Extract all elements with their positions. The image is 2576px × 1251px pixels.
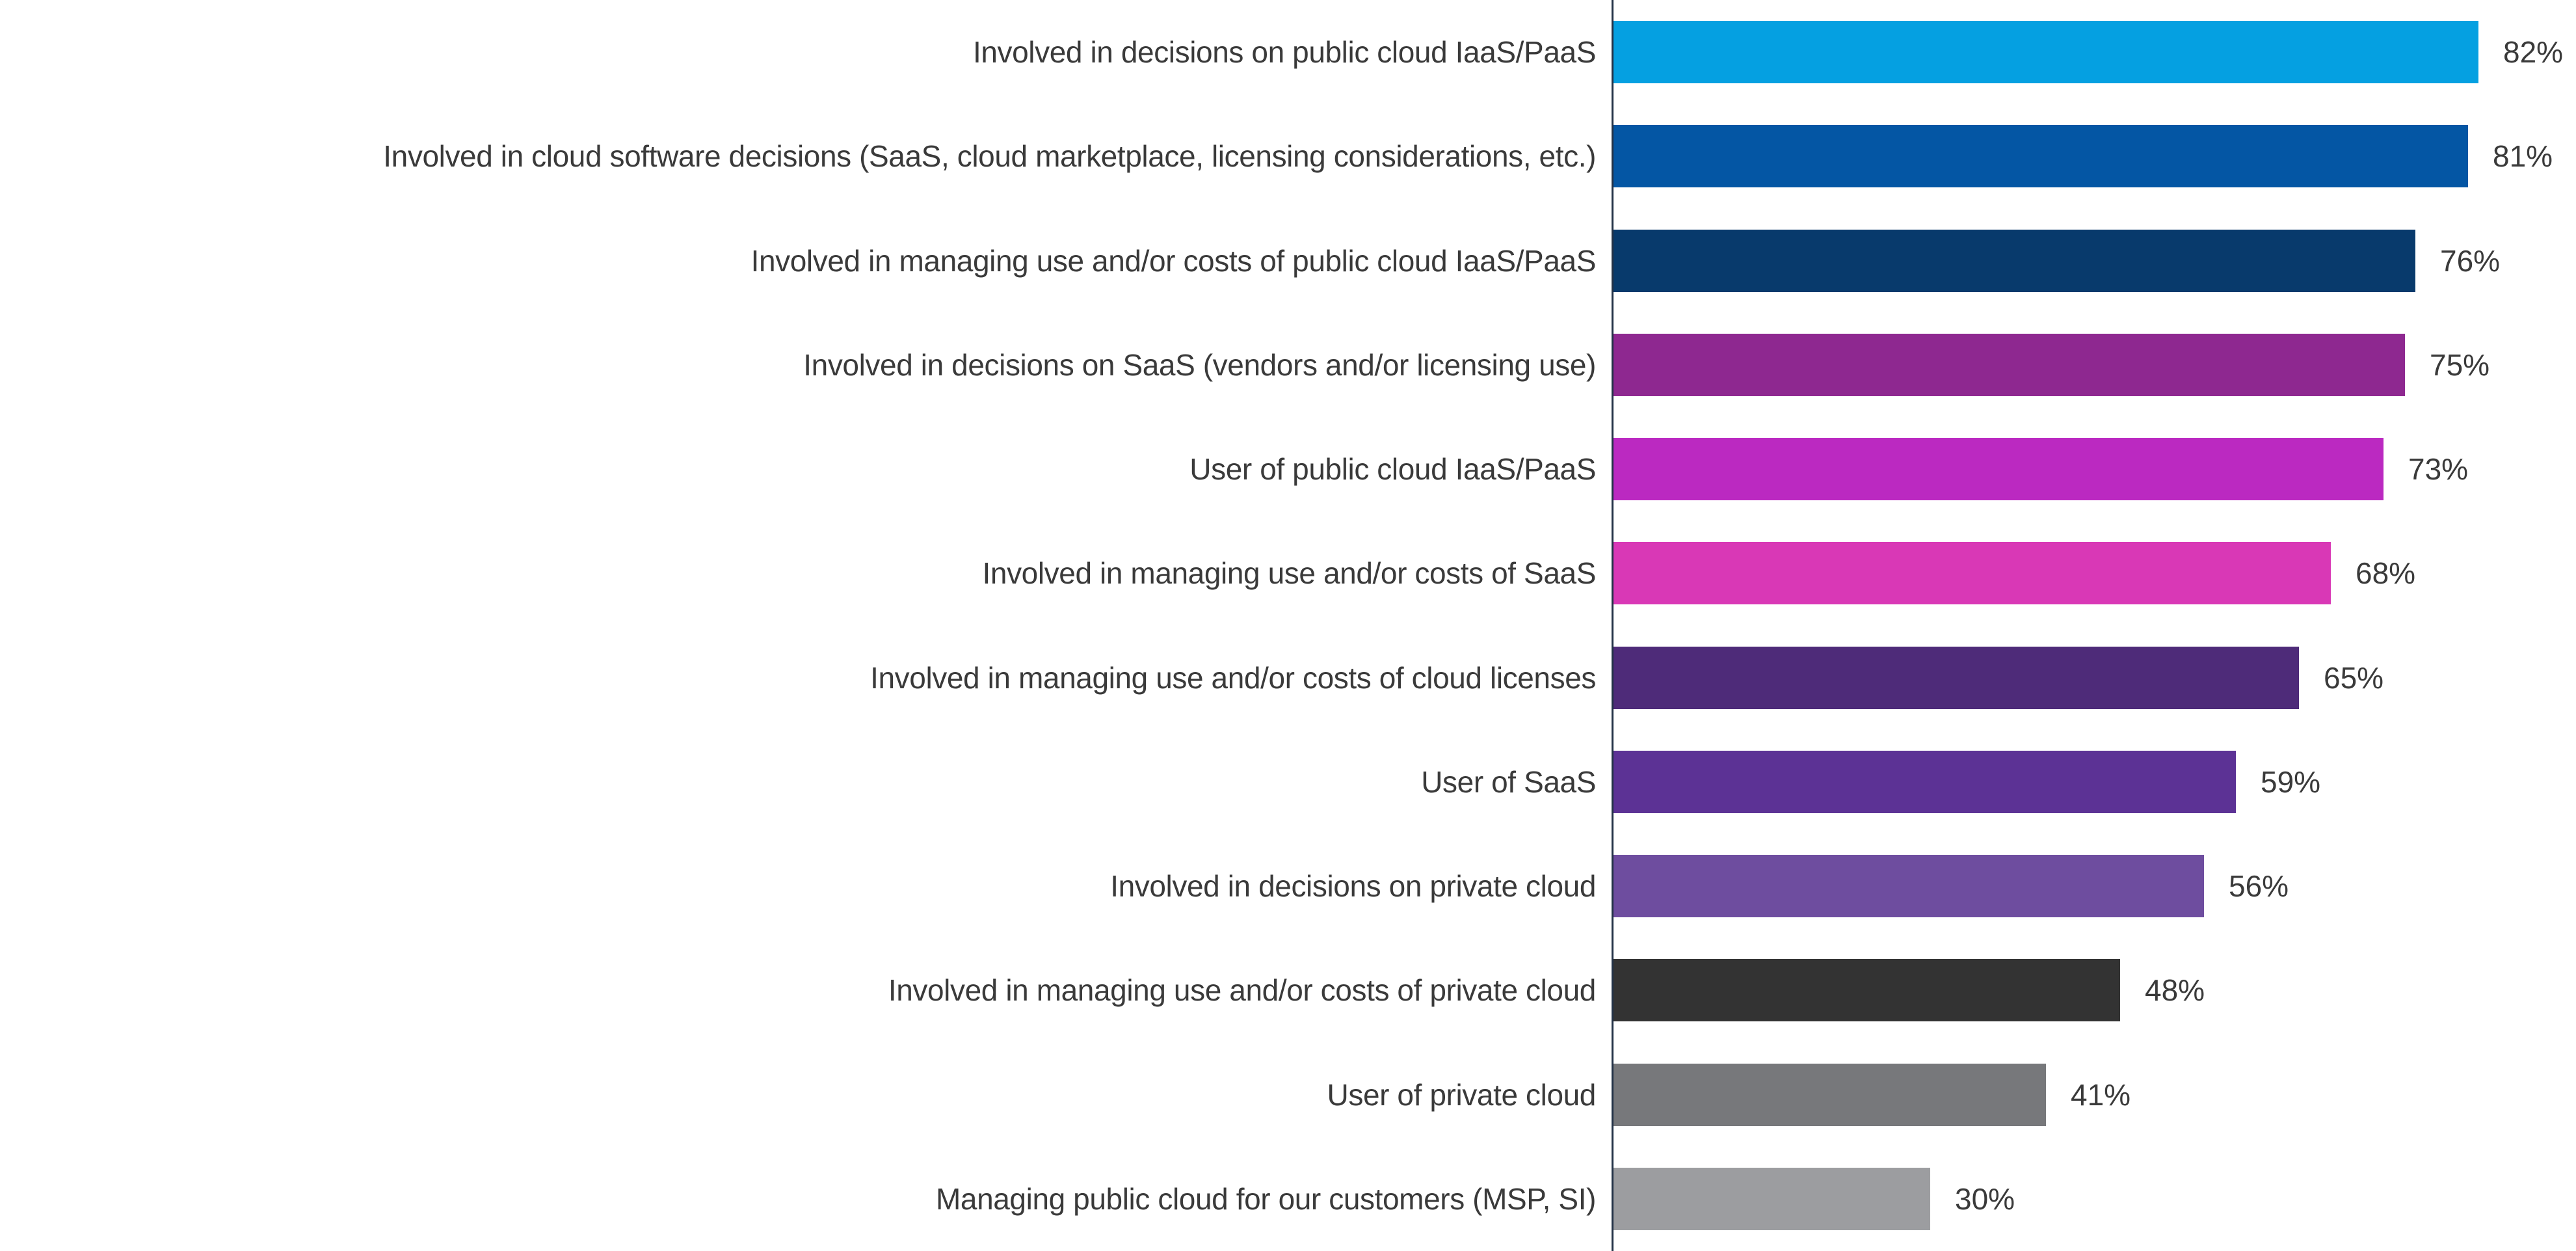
bar (1613, 750, 2236, 813)
bar-track: 30% (1612, 1146, 2576, 1251)
category-label: User of SaaS (1421, 764, 1596, 799)
bar (1613, 229, 2415, 292)
bar-track: 65% (1612, 625, 2576, 730)
value-label: 73% (2408, 452, 2469, 487)
bar-track: 56% (1612, 834, 2576, 939)
bar-row: User of private cloud 41% (0, 1042, 2576, 1147)
bar-track: 75% (1612, 312, 2576, 417)
category-label: Involved in managing use and/or costs of… (750, 243, 1597, 278)
value-label: 56% (2229, 869, 2289, 904)
bar-track: 81% (1612, 104, 2576, 209)
bar (1613, 333, 2405, 396)
bar-row: Involved in managing use and/or costs of… (0, 208, 2576, 313)
bar (1613, 1167, 1930, 1230)
bar-track: 73% (1612, 417, 2576, 522)
bar-row: Involved in decisions on SaaS (vendors a… (0, 312, 2576, 417)
bar-track: 76% (1612, 208, 2576, 313)
category-label: Involved in managing use and/or costs of… (870, 660, 1596, 695)
value-label: 75% (2430, 347, 2490, 382)
category-label: Involved in decisions on SaaS (vendors a… (803, 347, 1596, 382)
bar-track: 68% (1612, 521, 2576, 626)
bar (1613, 959, 2120, 1022)
bar-row: User of public cloud IaaS/PaaS 73% (0, 417, 2576, 522)
value-label: 76% (2440, 243, 2501, 278)
category-label: Involved in managing use and/or costs of… (982, 556, 1597, 591)
bar (1613, 438, 2383, 501)
bar (1613, 646, 2299, 709)
bar-row: Involved in managing use and/or costs of… (0, 938, 2576, 1043)
value-label: 59% (2261, 764, 2321, 799)
bar (1613, 542, 2331, 605)
bar-track: 41% (1612, 1042, 2576, 1147)
bar (1613, 21, 2478, 84)
value-label: 41% (2071, 1077, 2131, 1112)
bar (1613, 1063, 2046, 1126)
bar-row: Involved in decisions on public cloud Ia… (0, 0, 2576, 105)
category-label: User of private cloud (1327, 1077, 1597, 1112)
bar (1613, 125, 2468, 188)
category-label: Involved in decisions on private cloud (1110, 869, 1596, 904)
value-label: 30% (1955, 1181, 2015, 1216)
category-label: Involved in managing use and/or costs of… (888, 973, 1597, 1008)
value-label: 48% (2145, 973, 2205, 1008)
value-label: 81% (2493, 139, 2553, 174)
value-label: 65% (2324, 660, 2384, 695)
bar-row: User of SaaS 59% (0, 729, 2576, 834)
bar-row: Managing public cloud for our customers … (0, 1146, 2576, 1251)
bar (1613, 855, 2204, 918)
value-label: 68% (2356, 556, 2416, 591)
value-label: 82% (2503, 35, 2564, 70)
category-label: Involved in decisions on public cloud Ia… (972, 35, 1596, 70)
category-label: Managing public cloud for our customers … (935, 1181, 1596, 1216)
bar-row: Involved in managing use and/or costs of… (0, 521, 2576, 626)
bar-track: 48% (1612, 938, 2576, 1043)
bar-track: 82% (1612, 0, 2576, 105)
bar-row: Involved in cloud software decisions (Sa… (0, 104, 2576, 209)
bar-row: Involved in managing use and/or costs of… (0, 625, 2576, 730)
bar-track: 59% (1612, 729, 2576, 834)
category-label: User of public cloud IaaS/PaaS (1189, 452, 1596, 487)
category-label: Involved in cloud software decisions (Sa… (383, 139, 1596, 174)
bar-row: Involved in decisions on private cloud 56… (0, 834, 2576, 939)
